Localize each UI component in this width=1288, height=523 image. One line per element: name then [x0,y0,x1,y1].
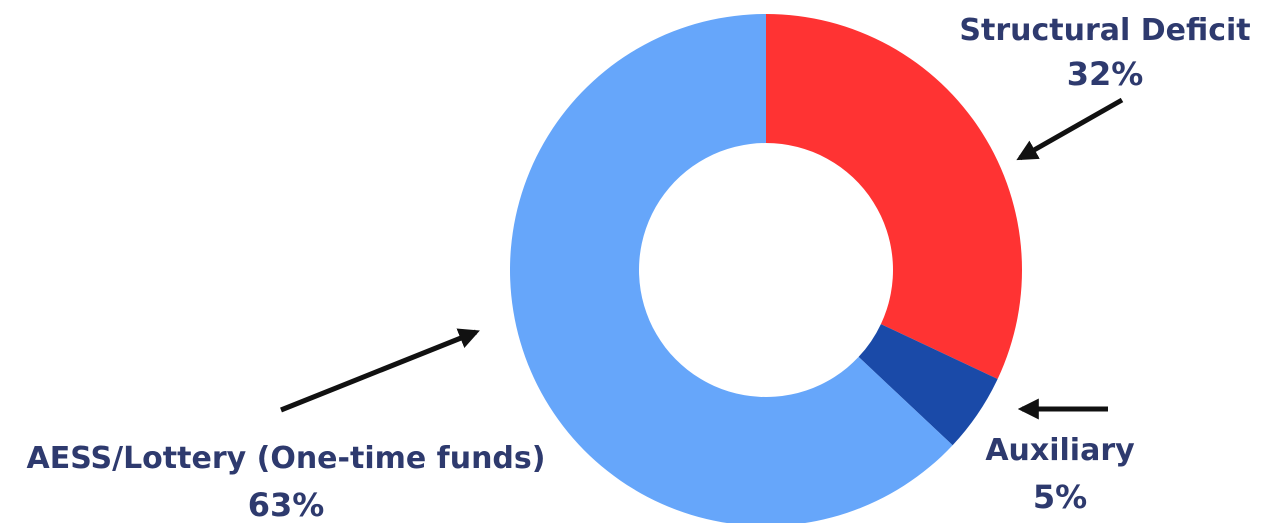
aess-lottery-value: 63% [248,486,325,523]
auxiliary-value: 5% [1033,478,1087,516]
aess-lottery-arrow [280,328,480,413]
aess-lottery-label: AESS/Lottery (One-time funds) [27,441,546,476]
structural-deficit-arrow [1016,97,1124,161]
slice-structural-deficit [766,14,1022,379]
auxiliary-label: Auxiliary [985,433,1135,468]
structural-deficit-value: 32% [1067,55,1144,93]
slice-auxiliary [858,324,998,446]
slice-aess-lottery-one-time-funds [510,14,953,523]
donut-slices [510,14,1022,523]
structural-deficit-label: Structural Deficit [959,13,1250,48]
